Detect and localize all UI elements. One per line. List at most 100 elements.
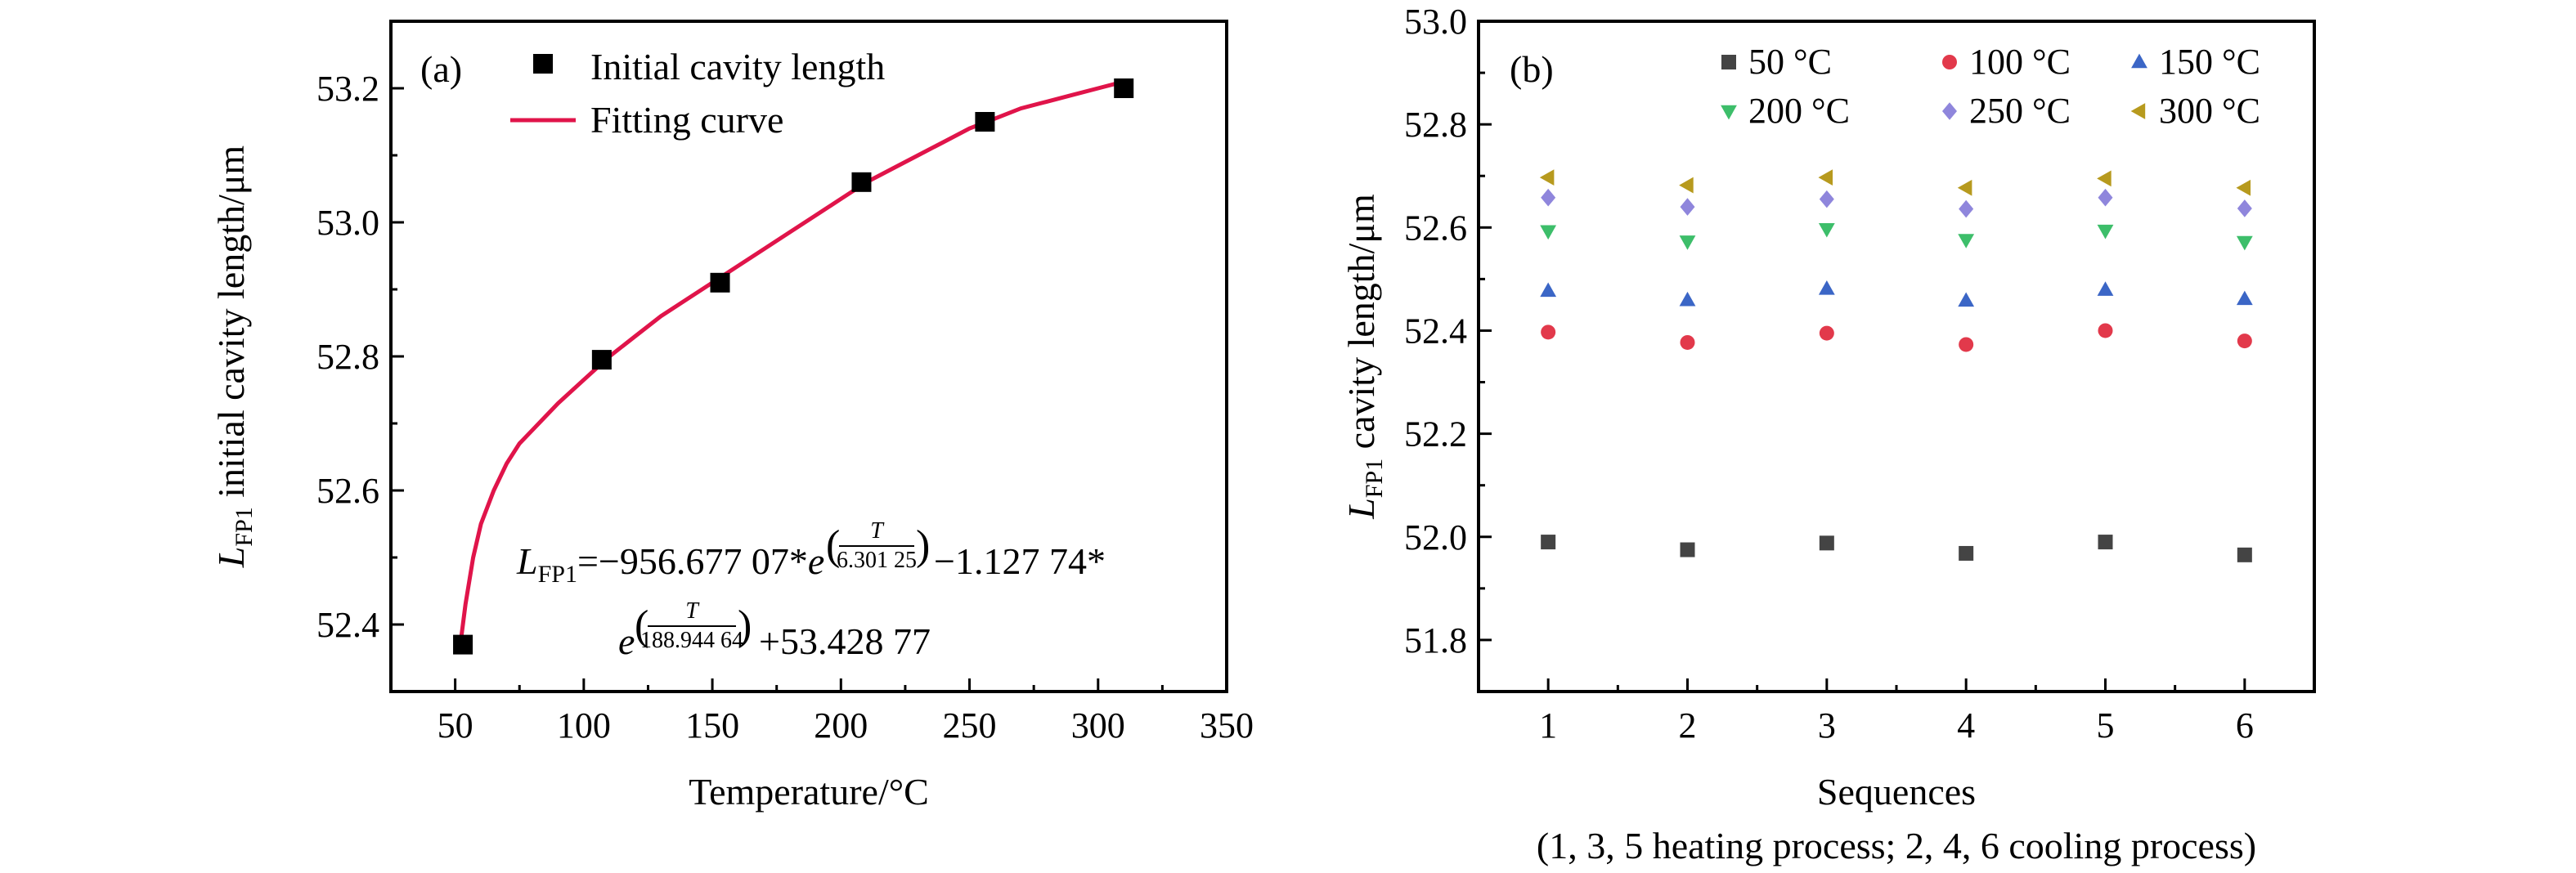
eq-line2-post: +53.428 77 [759, 620, 931, 662]
data-point-50degC [1541, 535, 1556, 550]
x-ticks: 1 2 3 4 5 6 [1539, 678, 2254, 745]
data-point-100degC [2237, 334, 2252, 349]
eq-e1: e [808, 540, 824, 582]
data-point-300degC [1679, 177, 1694, 194]
legend-marker [1721, 55, 1736, 69]
x-axis-label-note: (1, 3, 5 heating process; 2, 4, 6 coolin… [1537, 825, 2256, 866]
eq-exp1-den: 6.301 25 [837, 548, 917, 573]
x-axis-label: Temperature/°C [689, 771, 929, 813]
eq-sym-l: L [516, 540, 538, 582]
y-ticks: 52.4 52.6 52.8 53.0 53.2 [316, 20, 404, 693]
x-ticks: 50 100 150 200 250 300 350 [438, 678, 1254, 745]
y-axis-label: LFP1 cavity length/μm [1340, 194, 1388, 520]
x-tick-label: 6 [2236, 705, 2254, 745]
data-point-initial [710, 272, 730, 293]
y-label-rest: initial cavity length/μm [210, 146, 252, 508]
y-label-sub: FP1 [1361, 459, 1388, 498]
y-tick-label: 51.8 [1404, 620, 1467, 660]
data-point-150degC [2097, 281, 2114, 296]
data-point-100degC [2098, 323, 2113, 338]
data-points [1539, 169, 2253, 562]
eq-exp2-den: 188.944 64 [640, 628, 743, 653]
data-point-250degC [1541, 188, 1556, 207]
x-tick-label: 1 [1539, 705, 1557, 745]
data-point-200degC [2097, 224, 2114, 240]
legend-marker [1721, 105, 1737, 120]
data-point-50degC [2098, 535, 2113, 550]
data-point-250degC [1680, 198, 1695, 216]
x-tick-label: 3 [1818, 705, 1836, 745]
eq-exp1-close: ) [916, 522, 930, 569]
eq-mid: =−956.677 07* [577, 540, 808, 582]
data-point-300degC [1957, 179, 1972, 196]
data-point-150degC [1958, 292, 1975, 307]
data-point-250degC [1959, 199, 1974, 218]
legend-entry-initial: Initial cavity length [590, 46, 885, 87]
legend-entry: 250 °C [1969, 91, 2071, 131]
data-point-initial [591, 350, 612, 370]
y-tick-label: 52.6 [1404, 208, 1467, 248]
legend-entry: 300 °C [2159, 91, 2260, 131]
legend-marker [1942, 55, 1957, 69]
data-point-300degC [2236, 179, 2251, 196]
y-tick-label: 52.2 [1404, 414, 1467, 454]
fitting-curve-group [458, 79, 1124, 645]
eq-exp1-open: ( [826, 522, 840, 569]
y-tick-label: 53.2 [316, 69, 379, 109]
data-point-initial [1114, 78, 1134, 98]
legend: Initial cavity length Fitting curve [510, 46, 885, 141]
data-point-100degC [1959, 337, 1974, 352]
y-tick-label: 52.4 [316, 605, 379, 645]
data-point-300degC [2097, 170, 2112, 187]
data-points [453, 78, 1134, 655]
y-label-sym: L [210, 547, 252, 569]
panel-label: (b) [1510, 48, 1554, 90]
data-point-250degC [2237, 199, 2252, 217]
y-label-sym: L [1340, 498, 1382, 520]
legend-entry: 200 °C [1748, 91, 1850, 131]
x-tick-label: 2 [1679, 705, 1697, 745]
legend-entry-fit: Fitting curve [590, 99, 783, 141]
y-tick-label: 52.0 [1404, 517, 1467, 557]
x-tick-label: 4 [1957, 705, 1975, 745]
data-point-50degC [1959, 545, 1974, 561]
fitting-curve [458, 79, 1124, 645]
data-point-150degC [1679, 291, 1696, 307]
data-point-50degC [1680, 542, 1695, 557]
y-label-sub: FP1 [231, 507, 258, 546]
eq-exp2-num: T [685, 598, 700, 624]
equation-line-1: LFP1=−956.677 07*e [516, 540, 824, 588]
x-tick-label: 100 [557, 705, 611, 745]
x-tick-label: 350 [1200, 705, 1254, 745]
x-tick-label: 5 [2097, 705, 2115, 745]
y-tick-label: 53.0 [1404, 2, 1467, 42]
data-point-50degC [2237, 547, 2252, 562]
y-tick-label: 52.8 [316, 337, 379, 377]
data-point-200degC [2236, 235, 2253, 251]
x-axis-label: Sequences [1817, 771, 1976, 813]
eq-line1-post: −1.127 74* [934, 540, 1106, 582]
data-point-200degC [1540, 225, 1557, 240]
data-point-300degC [1818, 169, 1833, 186]
panel-label: (a) [420, 48, 462, 90]
data-point-200degC [1679, 235, 1696, 250]
eq-e2: e [618, 620, 635, 662]
data-point-initial [851, 172, 872, 192]
y-tick-label: 52.4 [1404, 311, 1467, 351]
data-point-initial [453, 634, 473, 655]
y-axis-label: LFP1 initial cavity length/μm [210, 146, 258, 569]
legend-marker [1942, 102, 1957, 120]
legend-marker-square [533, 54, 553, 74]
data-point-200degC [1818, 223, 1835, 238]
legend: 50 °C 100 °C 150 °C 200 °C 250 °C 300 °C [1721, 42, 2260, 131]
y-ticks: 51.8 52.0 52.2 52.4 52.6 52.8 53.0 [1404, 2, 1492, 693]
panel-a: 50 100 150 200 250 300 350 52.4 52.6 52.8 53.0 53.… [210, 20, 1254, 813]
eq-exp1-num: T [870, 518, 885, 544]
y-label-rest: cavity length/μm [1340, 194, 1382, 459]
data-point-initial [975, 112, 995, 132]
y-tick-label: 52.6 [316, 471, 379, 511]
data-point-150degC [1818, 280, 1835, 295]
x-tick-label: 50 [438, 705, 473, 745]
y-tick-label: 52.8 [1404, 105, 1467, 145]
